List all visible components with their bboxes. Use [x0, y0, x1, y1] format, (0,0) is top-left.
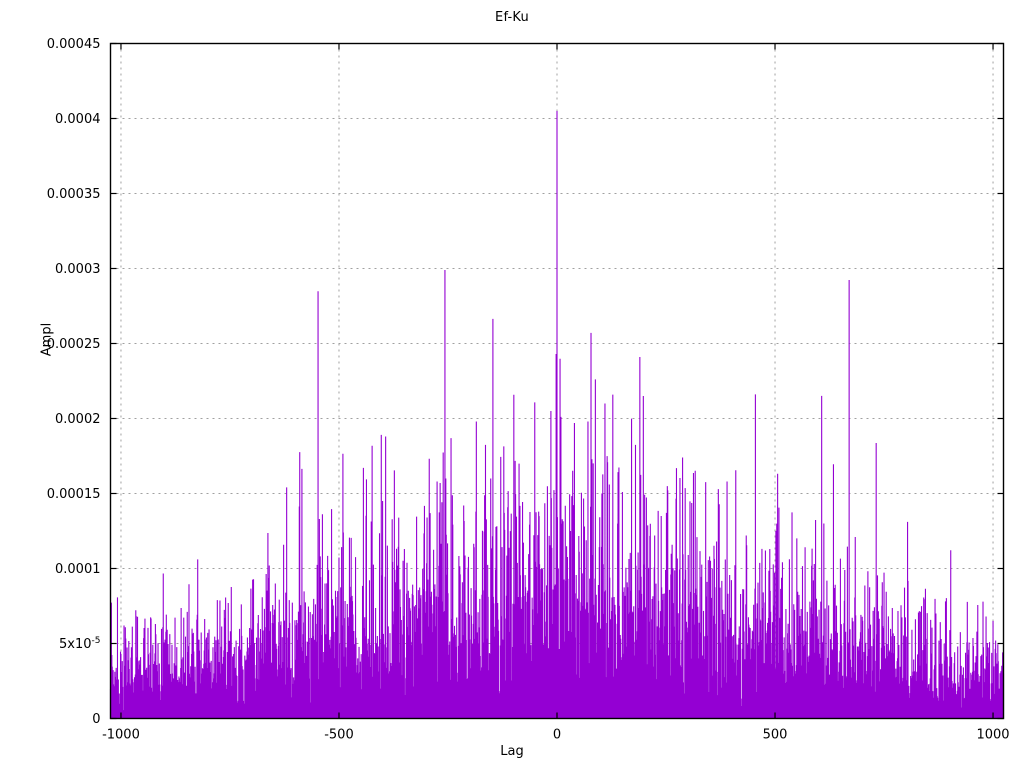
y-tick-label: 5x10-5 [59, 636, 101, 652]
y-tick-label: 0.0002 [55, 412, 101, 427]
y-tick-label: 0 [92, 712, 100, 727]
x-tick-label: 500 [763, 728, 788, 743]
axis-ticks [110, 42, 1004, 720]
y-tick-label: 0.0004 [55, 112, 101, 127]
y-tick-label: 0.00015 [47, 487, 101, 502]
y-tick-label: 0.00045 [47, 37, 101, 52]
x-tick-label: 0 [553, 728, 561, 743]
data-series-impulses [109, 111, 1005, 719]
gridlines [110, 43, 1004, 719]
y-tick-label: 0.0003 [55, 262, 101, 277]
y-axis-label: Ampl [39, 322, 55, 357]
y-tick-label: 0.0001 [55, 562, 101, 577]
x-tick-label: -1000 [102, 728, 140, 743]
x-axis-label: Lag [500, 744, 524, 759]
chart-title: Ef-Ku [495, 10, 529, 25]
x-tick-label: 1000 [976, 728, 1009, 743]
y-tick-label: 0.00035 [47, 187, 101, 202]
y-tick-labels: 0 5x10-5 0.0001 0.00015 0.0002 0.00025 0.0003 0… [47, 37, 101, 727]
x-tick-label: -500 [324, 728, 354, 743]
x-tick-labels: -1000 -500 0 500 1000 [102, 728, 1010, 743]
y-tick-label: 0.00025 [47, 337, 101, 352]
